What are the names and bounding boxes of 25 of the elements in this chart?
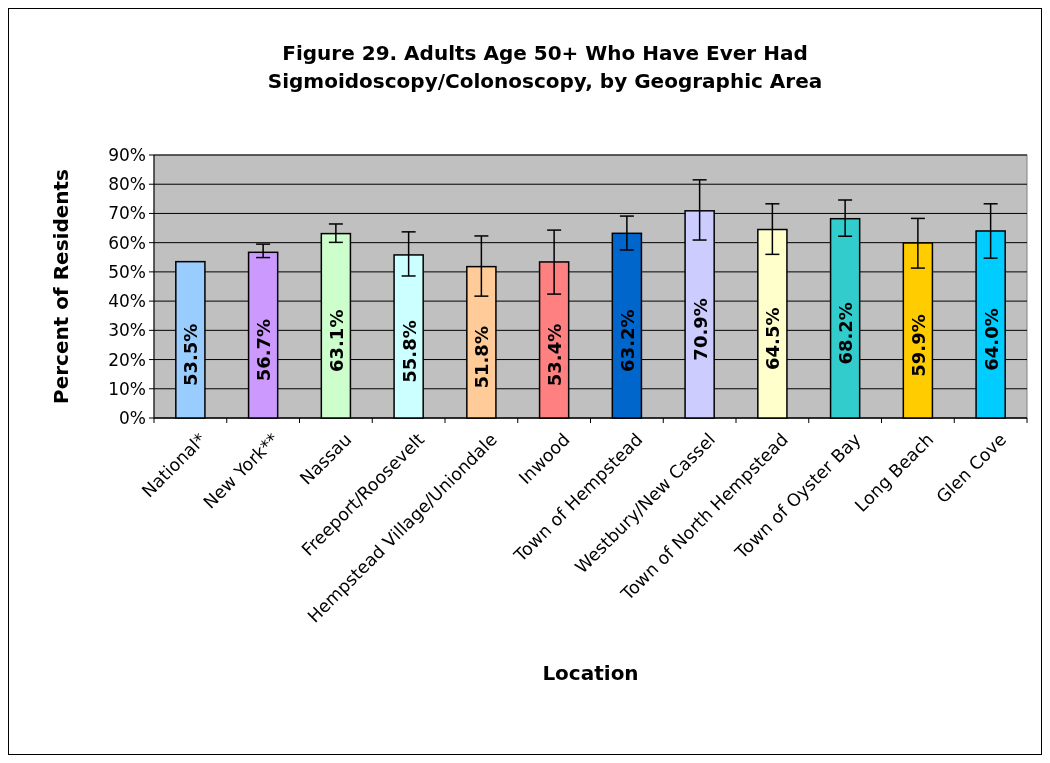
data-label: 63.2%: [616, 309, 638, 372]
y-tick-label: 30%: [108, 320, 146, 341]
y-tick-label: 70%: [108, 203, 146, 224]
data-label: 55.8%: [398, 320, 420, 383]
y-axis-title: Percent of Residents: [49, 169, 73, 404]
x-axis-title: Location: [542, 661, 639, 685]
data-label: 64.0%: [980, 308, 1002, 371]
y-tick-label: 0%: [119, 407, 146, 428]
y-tick-label: 90%: [108, 144, 146, 165]
y-tick-label: 40%: [108, 291, 146, 312]
data-label: 70.9%: [689, 298, 711, 361]
data-label: 51.8%: [471, 326, 493, 389]
y-tick-label: 20%: [108, 349, 146, 370]
data-label: 56.7%: [253, 318, 275, 382]
y-tick-label: 10%: [108, 378, 146, 399]
data-label: 68.2%: [835, 302, 857, 365]
data-label: 53.5%: [180, 323, 202, 387]
y-tick-label: 80%: [108, 174, 146, 195]
data-label: 64.5%: [762, 307, 784, 370]
data-label: 63.1%: [325, 309, 347, 373]
y-tick-label: 60%: [108, 232, 146, 253]
data-label: 59.9%: [907, 314, 929, 377]
data-label: 53.4%: [544, 323, 566, 387]
y-tick-label: 50%: [108, 261, 146, 282]
chart-title: Figure 29. Adults Age 50+ Who Have Ever Had Sigmoidoscopy/Colonoscopy, by Geographic Area: [267, 41, 823, 93]
